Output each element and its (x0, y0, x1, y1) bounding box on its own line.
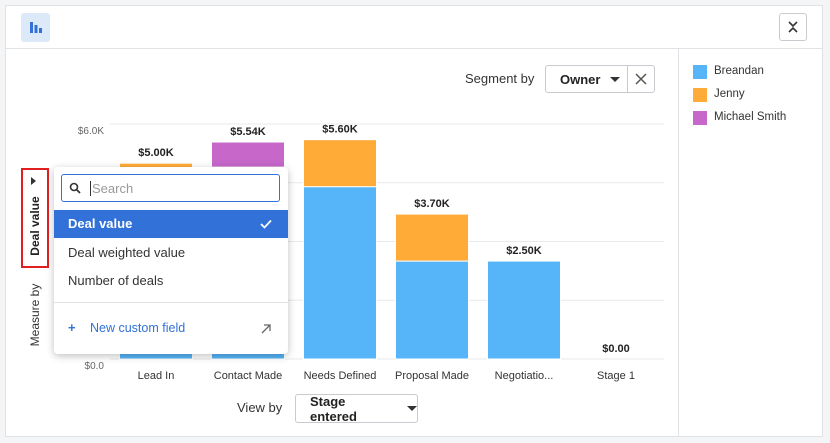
bar-segment (211, 141, 285, 168)
menu-item[interactable]: Deal value (54, 210, 288, 238)
total-label: $0.00 (602, 343, 630, 355)
view-by-label: View by (237, 400, 283, 415)
y-tick-label: $0.0 (85, 361, 105, 372)
plus-icon: + (68, 320, 76, 335)
x-tick-label: Negotiatio... (495, 370, 554, 382)
collapse-icon (788, 21, 798, 33)
caret (610, 76, 621, 82)
segment-by-value: Owner (560, 71, 601, 87)
menu-item[interactable]: Deal weighted value (68, 244, 186, 260)
total-label: $5.60K (322, 124, 358, 136)
caret (407, 406, 417, 411)
measure-dropdown[interactable] (21, 168, 49, 268)
menu-item[interactable]: Number of deals (68, 273, 164, 288)
y-tick-label: $6.0K (78, 126, 104, 137)
check-icon (260, 219, 272, 229)
bar-segment (303, 186, 377, 360)
close-icon (635, 73, 647, 85)
total-label: $5.54K (230, 126, 266, 138)
measure-menu: Search Deal value Deal weighted value Numb… (54, 167, 288, 354)
segment-by-dropdown[interactable]: Owner (545, 65, 628, 93)
clear-segment-button[interactable] (627, 65, 655, 93)
measure-by-label: Measure by (28, 283, 42, 347)
total-label: $5.00K (138, 147, 174, 159)
legend-swatch (693, 111, 707, 125)
bar-segment (487, 260, 561, 360)
collapse-button[interactable] (779, 13, 807, 41)
header-divider (6, 48, 822, 49)
view-by-value: Stage entered (310, 393, 357, 424)
chart-type-button[interactable] (21, 13, 50, 42)
x-tick-label: Lead In (138, 370, 175, 382)
caret (31, 177, 36, 185)
search-placeholder: Search (92, 181, 134, 196)
external-icon (261, 324, 271, 334)
legend-swatch (693, 88, 707, 102)
legend-label: Jenny (714, 88, 745, 100)
x-tick-label: Proposal Made (395, 370, 469, 382)
segment-by-label: Segment by (465, 71, 535, 86)
legend-divider (678, 49, 679, 436)
new-custom-field[interactable]: New custom field (90, 321, 186, 335)
x-tick-label: Needs Defined (304, 370, 377, 382)
chart-icon (30, 22, 42, 33)
view-by-dropdown[interactable]: Stage entered (295, 393, 418, 424)
legend-label: Breandan (714, 65, 764, 77)
x-tick-label: Contact Made (214, 370, 282, 382)
legend-swatch (693, 65, 707, 79)
x-tick-label: Stage 1 (597, 370, 635, 382)
total-label: $2.50K (506, 245, 542, 257)
menu-divider (54, 302, 288, 303)
legend-label: Michael Smith (714, 111, 787, 123)
bar-segment (395, 260, 469, 360)
search-input[interactable]: Search (61, 174, 280, 202)
bar-segment (395, 213, 469, 262)
total-label: $3.70K (414, 198, 450, 210)
measure-value: Deal value (28, 196, 42, 256)
text-cursor (90, 181, 91, 196)
search-icon (69, 182, 81, 194)
bar-segment (303, 139, 377, 188)
